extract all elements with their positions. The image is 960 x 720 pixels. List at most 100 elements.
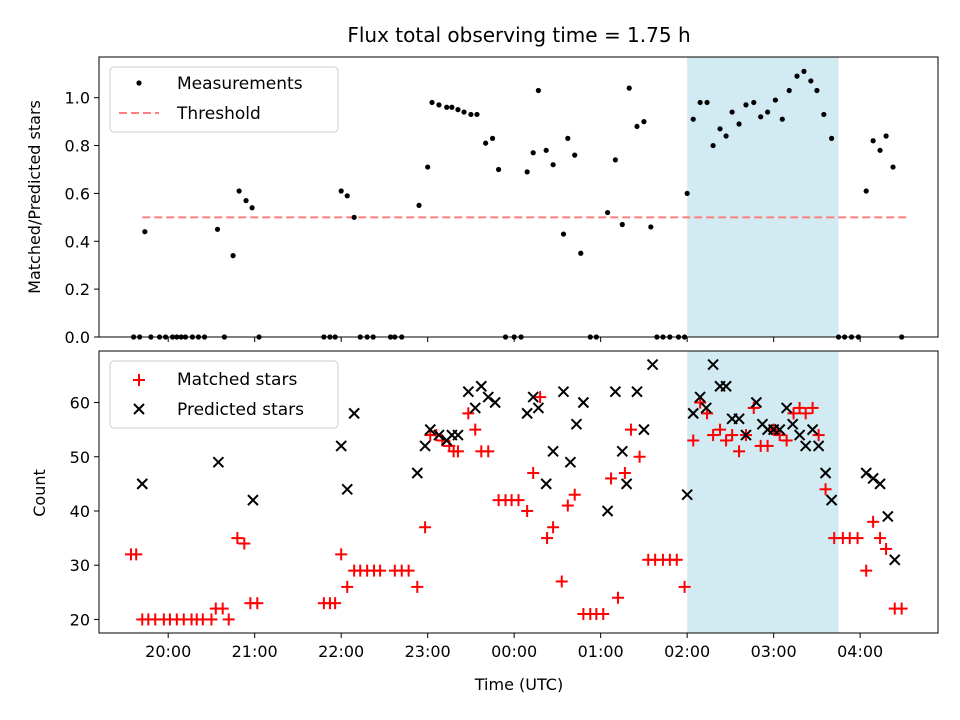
predicted-star-point <box>750 396 763 409</box>
matched-star-point <box>714 423 727 436</box>
matched-star-point <box>880 542 893 555</box>
matched-star-point <box>611 591 624 604</box>
top-x-ticks <box>167 337 861 342</box>
xtick-label: 01:00 <box>578 642 624 661</box>
measurement-point <box>449 104 455 110</box>
measurement-point <box>743 102 749 108</box>
top-ytick-label: 0.4 <box>65 232 90 251</box>
matched-star-point <box>687 434 700 447</box>
predicted-star-point <box>882 510 894 523</box>
predicted-star-point <box>462 385 475 398</box>
predicted-star-point <box>212 456 225 468</box>
matched-star-point <box>419 521 432 534</box>
matched-star-point <box>547 521 560 534</box>
matched-star-point <box>251 597 264 610</box>
measurement-point <box>543 147 549 153</box>
bot-ytick-label: 20 <box>70 610 90 629</box>
predicted-star-point <box>867 472 879 485</box>
measurement-point <box>829 135 835 141</box>
matched-star-point <box>678 580 691 593</box>
measurement-point <box>344 193 350 199</box>
matched-star-point <box>867 515 880 528</box>
measurement-point <box>704 99 710 106</box>
measurement-point <box>416 202 422 208</box>
measurement-point <box>877 147 883 153</box>
xtick-label: 23:00 <box>405 642 451 661</box>
matched-star-point <box>555 575 568 588</box>
matched-star-point <box>793 401 806 414</box>
predicted-star-point <box>424 423 436 436</box>
predicted-star-point <box>482 391 494 403</box>
predicted-star-point <box>540 478 552 490</box>
bottom-panel: 20 30 40 50 60 20:00 21:00 22:00 23:00 00:00 01:0… <box>30 350 939 694</box>
measurement-point <box>684 190 690 197</box>
predicted-star-point <box>780 402 793 414</box>
matched-star-point <box>812 429 825 442</box>
measurement-point <box>729 109 735 115</box>
measurement-point <box>751 99 757 106</box>
predicted-star-point <box>348 407 360 420</box>
legend-marker-predicted <box>133 403 145 415</box>
top-ytick-label: 0.0 <box>65 328 90 347</box>
top-y-ticks: 0.0 0.2 0.4 0.6 0.8 1.0 <box>65 89 99 347</box>
predicted-star-point <box>557 385 570 398</box>
xtick-label: 03:00 <box>751 642 797 661</box>
matched-star-point <box>895 602 908 615</box>
measurement-point <box>634 123 640 130</box>
measurement-point <box>436 102 442 108</box>
top-y-axis-label: Matched/Predicted stars <box>25 100 44 294</box>
predicted-star-point <box>694 391 706 403</box>
measurement-point <box>496 166 502 173</box>
predicted-star-point <box>860 467 872 479</box>
measurement-point <box>890 164 896 170</box>
matched-star-point <box>780 434 793 447</box>
predicted-star-point <box>433 429 445 441</box>
xtick-label: 20:00 <box>145 642 191 661</box>
measurement-point <box>524 169 530 175</box>
matched-star-point <box>597 608 610 621</box>
measurement-point <box>429 99 435 106</box>
matched-star-point <box>374 564 387 577</box>
top-legend: Measurements Threshold <box>109 66 339 133</box>
measurement-point <box>870 138 876 144</box>
predicted-star-point <box>638 423 650 436</box>
matched-star-point <box>726 429 739 442</box>
predicted-star-point <box>786 418 799 430</box>
predicted-star-point <box>564 456 577 468</box>
measurement-point <box>723 133 729 139</box>
matched-star-point <box>341 580 354 593</box>
matched-star-point <box>451 445 464 458</box>
matched-star-point <box>512 494 525 507</box>
top-highlight-band <box>687 57 839 337</box>
matched-star-point <box>335 548 348 561</box>
matched-star-point <box>130 548 143 561</box>
matched-star-point <box>773 429 786 442</box>
top-ytick-label: 1.0 <box>65 89 90 108</box>
matched-star-point <box>205 613 218 626</box>
predicted-star-point <box>532 402 545 414</box>
matched-star-point <box>527 467 540 480</box>
predicted-star-point <box>646 358 659 371</box>
xtick-label: 02:00 <box>664 642 710 661</box>
x-axis-label: Time (UTC) <box>474 675 563 694</box>
predicted-star-point <box>631 385 643 398</box>
measurement-point <box>619 221 625 228</box>
matched-star-point <box>720 434 733 447</box>
matched-star-point <box>874 532 887 545</box>
matched-star-point <box>231 532 244 545</box>
legend-label-threshold: Threshold <box>176 104 261 124</box>
matched-star-point <box>694 396 707 409</box>
measurement-point <box>690 116 696 122</box>
xtick-label: 00:00 <box>491 642 537 661</box>
matched-star-point <box>469 423 482 436</box>
predicted-star-point <box>687 407 699 420</box>
measurement-point <box>717 126 723 132</box>
predicted-star-point <box>521 407 533 420</box>
predicted-star-point <box>707 358 719 371</box>
measurement-point <box>648 224 654 230</box>
measurement-point <box>821 111 827 118</box>
matched-star-point <box>799 407 812 420</box>
matched-star-point <box>806 401 819 414</box>
matched-star-point <box>624 423 637 436</box>
